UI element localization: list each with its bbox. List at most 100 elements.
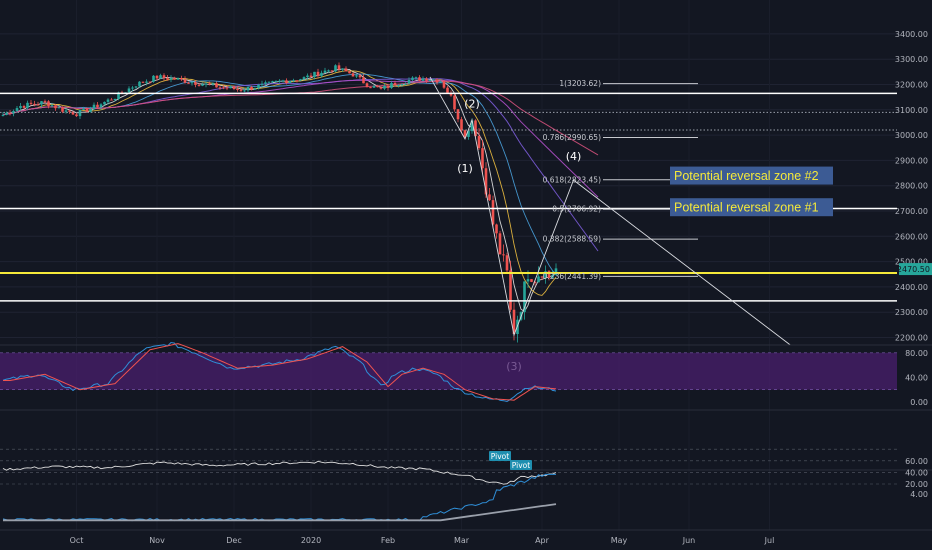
candle-body <box>491 200 495 225</box>
x-tick-label: Jul <box>764 536 775 545</box>
candle-body <box>442 81 446 88</box>
candle-body <box>348 71 351 74</box>
candle-body <box>155 75 159 79</box>
candle-body <box>176 77 180 80</box>
candle-body <box>29 102 33 104</box>
candle-body <box>421 78 425 81</box>
candle-body <box>47 101 50 107</box>
candle-body <box>365 83 369 88</box>
pivot-badge-label: Pivot <box>512 461 530 470</box>
candle-body <box>106 99 110 102</box>
candle-body <box>526 279 530 282</box>
candle-body <box>78 109 82 117</box>
candle-body <box>393 82 397 86</box>
candle-body <box>306 75 309 78</box>
candle-body <box>145 81 148 83</box>
candle-body <box>376 85 379 88</box>
candle-body <box>449 92 453 96</box>
candle-body <box>222 87 225 89</box>
candle-body <box>481 148 484 169</box>
x-tick-label: Feb <box>381 536 395 545</box>
x-tick-label: Nov <box>149 536 165 545</box>
candle-body <box>169 78 173 80</box>
candle-body <box>82 108 85 110</box>
y-tick-label: 2200.00 <box>895 334 928 343</box>
candle-body <box>71 111 75 115</box>
vol-tick-label: 4.00 <box>910 490 928 499</box>
candle-body <box>215 83 218 88</box>
rsi-line <box>2 341 557 403</box>
candle-body <box>456 109 460 120</box>
candle-body <box>75 114 78 117</box>
y-tick-label: 2900.00 <box>895 156 928 165</box>
candle-body <box>498 233 502 255</box>
candle-body <box>439 81 442 83</box>
candle-body <box>173 78 176 80</box>
candle-body <box>19 105 22 109</box>
candle-body <box>138 81 141 87</box>
candle-body <box>302 77 306 80</box>
candle-body <box>358 75 362 78</box>
candle-body <box>547 271 551 278</box>
current-price-label: 2470.50 <box>897 265 930 274</box>
candle-body <box>488 194 491 201</box>
rsi-tick-label: 0.00 <box>910 398 928 407</box>
osc-tick-label: 60.00 <box>905 457 928 466</box>
candles <box>1 62 558 343</box>
x-tick-label: 2020 <box>301 536 321 545</box>
candle-body <box>341 68 344 70</box>
candle-body <box>460 119 463 131</box>
candle-body <box>474 120 477 137</box>
fib-level-label: 0.618(2823.45) <box>543 175 601 184</box>
candle-body <box>236 88 239 90</box>
fib-level-label: 0.382(2588.59) <box>543 235 601 244</box>
candle-body <box>505 255 509 271</box>
candle-body <box>134 86 138 88</box>
candle-body <box>211 83 215 85</box>
candle-body <box>540 276 544 278</box>
fib-level-label: 0.5(2706.92) <box>552 205 601 214</box>
candle-body <box>355 75 358 77</box>
wave-label: (4) <box>566 150 582 163</box>
candle-body <box>36 104 40 106</box>
y-tick-label: 3300.00 <box>895 55 928 64</box>
candle-body <box>33 103 36 105</box>
fib-level-label: 0.236(2441.39) <box>543 272 601 281</box>
reversal-zone-label: Potential reversal zone #1 <box>674 201 819 215</box>
candle-body <box>554 268 558 276</box>
rsi-band <box>0 352 897 390</box>
candle-body <box>309 75 313 77</box>
x-tick-label: Mar <box>454 536 470 545</box>
y-tick-label: 3100.00 <box>895 106 928 115</box>
candle-body <box>127 88 131 93</box>
candle-body <box>292 80 295 82</box>
candle-body <box>243 90 246 92</box>
y-tick-label: 2600.00 <box>895 232 928 241</box>
current-price-tag <box>899 263 932 276</box>
candle-body <box>533 281 537 283</box>
candle-body <box>257 84 260 89</box>
candle-body <box>435 79 439 83</box>
candle-body <box>467 131 470 137</box>
moving-average-line <box>2 70 557 296</box>
candle-body <box>201 84 204 86</box>
candle-body <box>446 87 449 93</box>
candle-body <box>316 71 320 76</box>
candle-body <box>372 85 376 88</box>
reversal-zone-label: Potential reversal zone #2 <box>674 169 819 183</box>
osc-tick-label: 40.00 <box>905 468 928 477</box>
candle-body <box>267 81 271 83</box>
candle-body <box>246 86 250 91</box>
candle-body <box>50 105 54 107</box>
candle-body <box>57 107 61 109</box>
candle-body <box>8 112 12 114</box>
candle-body <box>390 82 393 88</box>
candle-body <box>411 77 414 80</box>
candle-body <box>117 92 120 99</box>
indicator-line <box>2 473 556 522</box>
candle-body <box>253 88 257 90</box>
y-tick-label: 2300.00 <box>895 308 928 317</box>
candle-body <box>64 110 68 112</box>
